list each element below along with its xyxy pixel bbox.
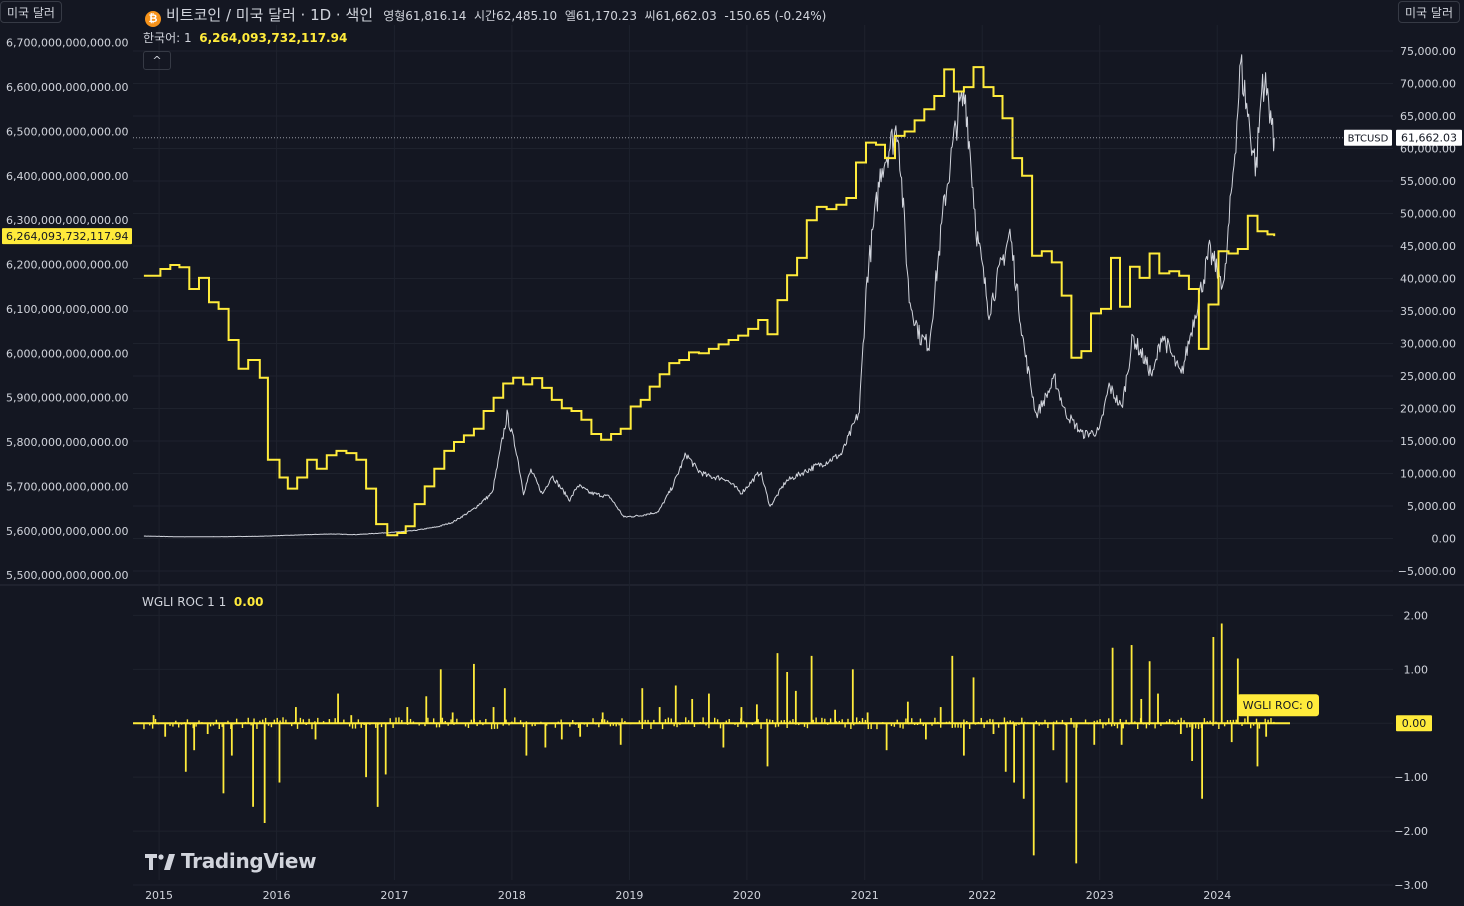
high-value: 62,485.10 [496,9,558,23]
btc-price-line [143,54,1275,538]
right-unit-button[interactable]: 미국 달러 [1398,1,1460,23]
x-tick-label: 2023 [1086,889,1114,902]
indicator-value: 0.00 [233,595,264,609]
roc-tooltip-bg [1237,694,1319,717]
left-tick-label: 5,900,000,000,000.00 [6,392,128,405]
left-tick-label: 6,700,000,000,000.00 [6,37,128,50]
grid [0,25,1464,886]
x-tick-label: 2020 [733,889,761,902]
roc-tick-label: −3.00 [1394,879,1428,892]
right-tick-label: −5,000.00 [1398,565,1456,578]
roc-tick-label: 1.00 [1404,663,1429,676]
left-tick-label: 6,300,000,000,000.00 [6,214,128,227]
roc-value-tag: 0.00 [1402,717,1427,730]
wgli-value-tag: 6,264,093,732,117.94 [6,230,128,243]
x-tick-label: 2024 [1203,889,1231,902]
tradingview-watermark: TradingView [145,849,317,873]
right-tick-label: 40,000.00 [1400,273,1456,286]
right-tick-label: 50,000.00 [1400,208,1456,221]
wgli-value-tag-bg [2,228,132,245]
left-tick-label: 5,800,000,000,000.00 [6,436,128,449]
chevron-up-icon: ^ [152,54,162,67]
right-tick-label: 35,000.00 [1400,305,1456,318]
left-unit-button[interactable]: 미국 달러 [0,1,62,23]
roc-tooltip: WGLI ROC: 0 [1243,699,1313,712]
btc-price-tag-bg [1396,129,1462,146]
left-tick-label: 6,100,000,000,000.00 [6,303,128,316]
overlay-value: 6,264,093,732,117.94 [199,31,348,45]
symbol-legend: ₿ 비트코인 / 미국 달러 · 1D · 색인 영형61,816.14 시간62… [145,4,826,27]
wgli-step-line [143,66,1276,537]
indicator-title[interactable]: WGLI ROC 1 1 [142,595,227,609]
right-tick-label: 60,000.00 [1400,143,1456,156]
x-tick-label: 2019 [615,889,643,902]
low-value: 61,170.23 [575,9,637,23]
right-tick-label: 0.00 [1432,533,1457,546]
x-tick-label: 2022 [968,889,996,902]
roc-tick-label: −2.00 [1394,825,1428,838]
left-tick-label: 6,000,000,000,000.00 [6,347,128,360]
tradingview-logo-icon [145,854,175,870]
btc-series [143,54,1275,538]
x-tick-label: 2017 [380,889,408,902]
right-tick-label: 55,000.00 [1400,175,1456,188]
left-tick-label: 6,600,000,000,000.00 [6,81,128,94]
right-tick-label: 10,000.00 [1400,468,1456,481]
btc-symbol-tag-bg[interactable] [1344,129,1392,146]
right-tick-label: 30,000.00 [1400,338,1456,351]
symbol-title[interactable]: 비트코인 / 미국 달러 · 1D · 색인 [166,6,374,24]
low-label: 엘 [564,9,576,23]
open-value: 형61,816.14 [394,9,467,23]
right-tick-label: 45,000.00 [1400,240,1456,253]
roc-value-tag-bg [1396,715,1432,732]
right-tick-label: 70,000.00 [1400,78,1456,91]
right-tick-label: 20,000.00 [1400,403,1456,416]
overlay-legend: 한국어: 1 6,264,093,732,117.94 [143,29,347,46]
right-tick-label: 65,000.00 [1400,110,1456,123]
indicator-legend: WGLI ROC 1 1 0.00 [142,595,264,609]
x-tick-label: 2018 [498,889,526,902]
btc-price-tag: 61,662.03 [1401,132,1457,145]
left-tick-label: 6,500,000,000,000.00 [6,125,128,138]
axes: 2015 2016 2017 2018 2019 2020 2021 2022 2023 2024… [2,37,1462,902]
overlay-label[interactable]: 한국어: 1 [143,31,192,45]
right-tick-label: 15,000.00 [1400,435,1456,448]
right-tick-label: 25,000.00 [1400,370,1456,383]
change-value: -150.65 (-0.24%) [724,9,827,23]
x-tick-label: 2016 [263,889,291,902]
tradingview-wordmark: TradingView [181,849,317,873]
x-tick-label: 2015 [145,889,173,902]
bitcoin-icon: ₿ [145,11,161,27]
left-tick-label: 5,700,000,000,000.00 [6,480,128,493]
collapse-legend-button[interactable]: ^ [143,51,171,70]
roc-histogram [133,623,1290,864]
left-tick-label: 6,200,000,000,000.00 [6,259,128,272]
left-tick-label: 6,400,000,000,000.00 [6,170,128,183]
close-value: 61,662.03 [655,9,717,23]
wgli-series [143,66,1276,537]
roc-tick-label: 2.00 [1404,609,1429,622]
x-tick-label: 2021 [851,889,879,902]
left-tick-label: 5,500,000,000,000.00 [6,569,128,582]
close-label: 씨 [644,9,656,23]
roc-tick-label: −1.00 [1394,771,1428,784]
open-label: 영 [383,9,395,23]
btc-symbol-tag: BTCUSD [1348,134,1389,145]
high-label: 시간 [474,9,497,23]
right-tick-label: 5,000.00 [1407,500,1456,513]
left-tick-label: 5,600,000,000,000.00 [6,525,128,538]
right-tick-label: 75,000.00 [1400,45,1456,58]
